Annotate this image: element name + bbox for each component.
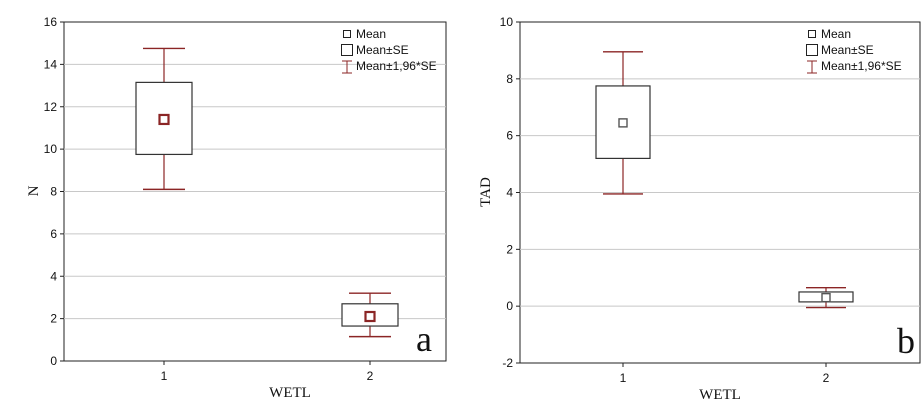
legend-mean-swatch-a	[343, 30, 351, 38]
se-box	[135, 81, 193, 156]
x-tick-label: 1	[620, 371, 627, 385]
mean-marker	[158, 113, 170, 126]
mean-marker	[821, 292, 831, 303]
legend-ci-a: Mean±1,96*SE	[356, 59, 437, 73]
y-tick-label: 0	[506, 299, 513, 313]
legend-ci-swatch-b	[807, 60, 817, 74]
x-tick-label: 2	[367, 369, 374, 383]
gridlines-b	[516, 21, 920, 364]
legend-mean-swatch-b	[808, 30, 816, 38]
legend-ci-b: Mean±1,96*SE	[821, 59, 902, 73]
y-tick-label: 10	[44, 142, 58, 156]
legend-se-swatch-a	[341, 44, 353, 56]
y-tick-label: 8	[50, 185, 57, 199]
y-tick-label: 0	[50, 354, 57, 368]
legend-se-b: Mean±SE	[821, 43, 874, 57]
y-tick-label: -2	[502, 356, 513, 370]
y-tick-label: 12	[44, 100, 58, 114]
panel-label-a: a	[416, 319, 432, 359]
y-axis-title-a: N	[26, 185, 42, 196]
legend-se-swatch-b	[806, 44, 818, 56]
legend-mean-b: Mean	[821, 27, 851, 41]
y-tick-label: 4	[506, 186, 513, 200]
y-tick-labels-b: -2 0 2 4 6 8 10	[500, 15, 514, 370]
x-tick-label: 2	[823, 371, 830, 385]
legend-mean-a: Mean	[356, 27, 386, 41]
y-tick-label: 14	[44, 57, 58, 71]
mean-marker	[364, 310, 376, 323]
y-tick-label: 6	[50, 227, 57, 241]
y-tick-label: 4	[50, 269, 57, 283]
y-tick-label: 6	[506, 129, 513, 143]
legend-se-a: Mean±SE	[356, 43, 409, 57]
x-axis-title-b: WETL	[699, 387, 741, 403]
legend-a: Mean Mean±SE Mean±1,96*SE	[341, 27, 437, 74]
y-axis-title-b: TAD	[478, 177, 494, 207]
boxes-a	[135, 47, 399, 338]
legend-b: Mean Mean±SE Mean±1,96*SE	[806, 27, 902, 74]
legend-ci-swatch-a	[342, 60, 352, 74]
y-tick-label: 10	[500, 15, 514, 29]
y-tick-label: 8	[506, 72, 513, 86]
boxes-b	[595, 51, 854, 309]
x-axis-title-a: WETL	[269, 385, 311, 401]
y-tick-label: 2	[506, 242, 513, 256]
y-tick-label: 16	[44, 15, 58, 29]
y-tick-label: 2	[50, 312, 57, 326]
x-tick-label: 1	[161, 369, 168, 383]
mean-marker	[618, 118, 628, 128]
panel-label-b: b	[897, 321, 915, 361]
y-tick-labels-a: 0 2 4 6 8 10 12 14 16	[44, 15, 58, 368]
